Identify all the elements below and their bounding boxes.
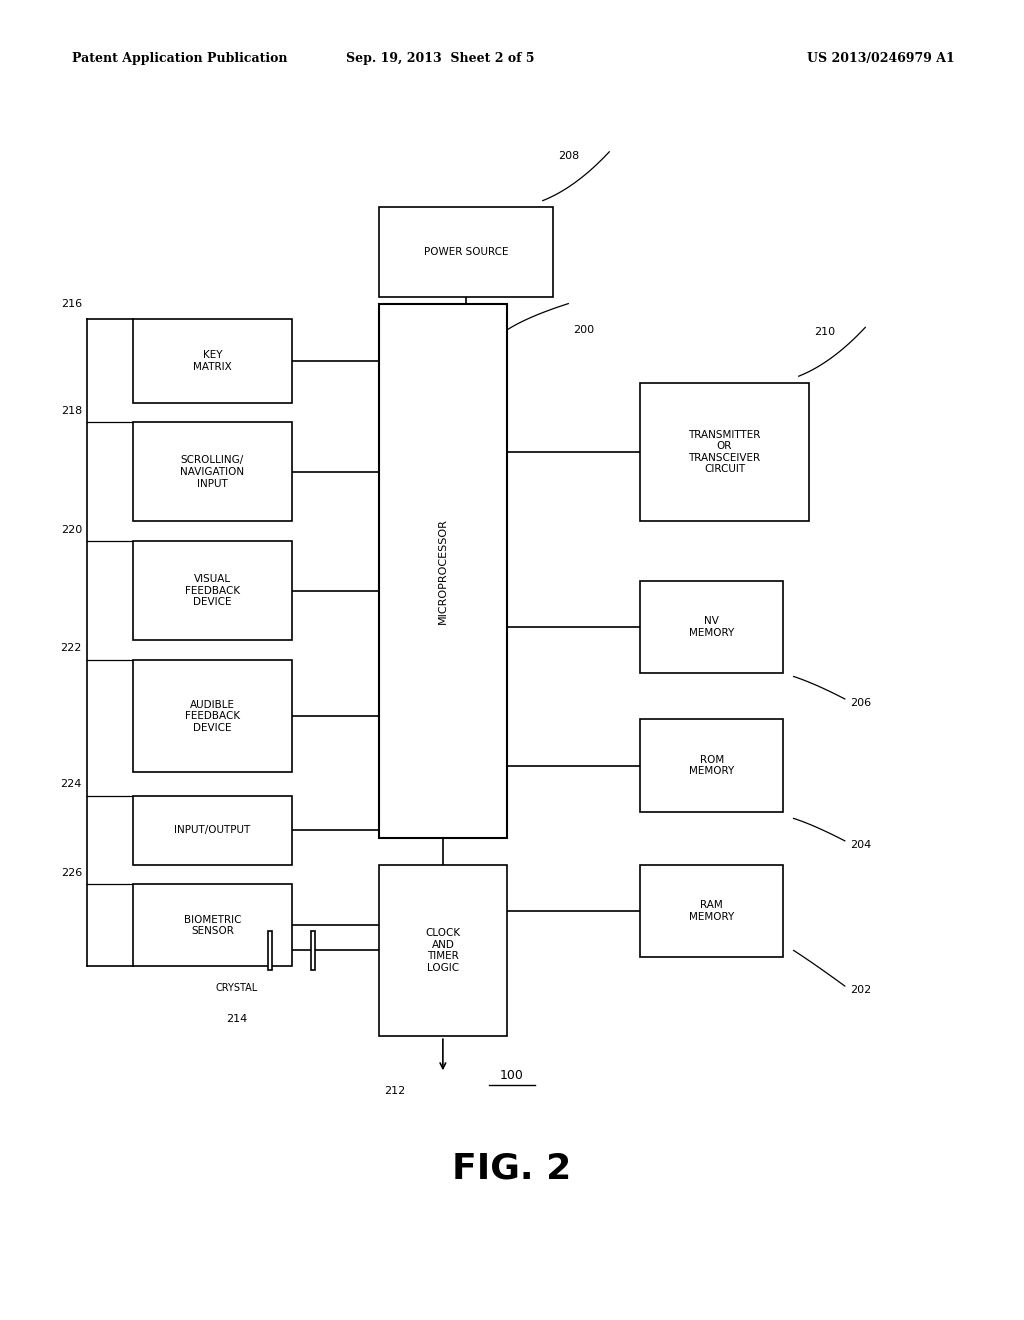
Text: Patent Application Publication: Patent Application Publication <box>72 51 287 65</box>
FancyBboxPatch shape <box>379 207 553 297</box>
FancyBboxPatch shape <box>379 865 507 1036</box>
Text: 200: 200 <box>573 325 595 335</box>
Text: 204: 204 <box>850 840 871 850</box>
Text: CLOCK
AND
TIMER
LOGIC: CLOCK AND TIMER LOGIC <box>425 928 461 973</box>
FancyBboxPatch shape <box>133 796 292 865</box>
Text: 214: 214 <box>226 1014 247 1024</box>
Text: ROM
MEMORY: ROM MEMORY <box>689 755 734 776</box>
Text: 220: 220 <box>60 524 82 535</box>
FancyBboxPatch shape <box>133 541 292 640</box>
Text: US 2013/0246979 A1: US 2013/0246979 A1 <box>807 51 954 65</box>
Text: BIOMETRIC
SENSOR: BIOMETRIC SENSOR <box>183 915 242 936</box>
Text: Sep. 19, 2013  Sheet 2 of 5: Sep. 19, 2013 Sheet 2 of 5 <box>346 51 535 65</box>
Text: 218: 218 <box>60 405 82 416</box>
FancyBboxPatch shape <box>640 383 809 521</box>
FancyBboxPatch shape <box>379 304 507 838</box>
Text: 222: 222 <box>60 643 82 653</box>
Text: RAM
MEMORY: RAM MEMORY <box>689 900 734 921</box>
FancyBboxPatch shape <box>133 422 292 521</box>
FancyBboxPatch shape <box>133 884 292 966</box>
Text: 100: 100 <box>500 1069 524 1082</box>
FancyBboxPatch shape <box>640 719 783 812</box>
Text: 208: 208 <box>558 150 580 161</box>
Text: AUDIBLE
FEEDBACK
DEVICE: AUDIBLE FEEDBACK DEVICE <box>185 700 240 733</box>
Text: TRANSMITTER
OR
TRANSCEIVER
CIRCUIT: TRANSMITTER OR TRANSCEIVER CIRCUIT <box>688 430 761 474</box>
Text: 202: 202 <box>850 985 871 995</box>
Text: POWER SOURCE: POWER SOURCE <box>424 247 508 257</box>
Text: INPUT/OUTPUT: INPUT/OUTPUT <box>174 825 251 836</box>
Text: MICROPROCESSOR: MICROPROCESSOR <box>438 517 447 624</box>
FancyBboxPatch shape <box>133 660 292 772</box>
Text: FIG. 2: FIG. 2 <box>453 1151 571 1185</box>
FancyBboxPatch shape <box>311 931 315 970</box>
Text: 210: 210 <box>814 326 836 337</box>
Text: 206: 206 <box>850 698 871 708</box>
FancyBboxPatch shape <box>268 931 272 970</box>
Text: NV
MEMORY: NV MEMORY <box>689 616 734 638</box>
Text: KEY
MATRIX: KEY MATRIX <box>194 350 231 372</box>
Text: CRYSTAL: CRYSTAL <box>215 983 258 994</box>
FancyBboxPatch shape <box>640 581 783 673</box>
Text: VISUAL
FEEDBACK
DEVICE: VISUAL FEEDBACK DEVICE <box>185 574 240 607</box>
Text: 226: 226 <box>60 867 82 878</box>
FancyBboxPatch shape <box>640 865 783 957</box>
Text: SCROLLING/
NAVIGATION
INPUT: SCROLLING/ NAVIGATION INPUT <box>180 455 245 488</box>
FancyBboxPatch shape <box>133 319 292 403</box>
Text: 216: 216 <box>60 298 82 309</box>
Text: 212: 212 <box>384 1086 406 1097</box>
Text: 224: 224 <box>60 779 82 789</box>
